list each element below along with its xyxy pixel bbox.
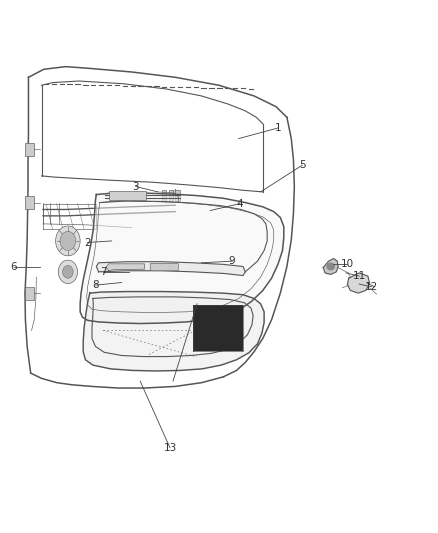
Text: 6: 6: [11, 262, 18, 271]
FancyBboxPatch shape: [150, 263, 178, 271]
Text: 7: 7: [99, 267, 106, 277]
Text: 9: 9: [229, 256, 236, 266]
FancyBboxPatch shape: [109, 191, 146, 200]
Text: 12: 12: [365, 282, 378, 292]
Circle shape: [60, 231, 76, 251]
Text: 10: 10: [340, 259, 353, 269]
Text: 11: 11: [353, 271, 366, 281]
Text: 2: 2: [84, 238, 91, 247]
Ellipse shape: [326, 263, 335, 271]
FancyBboxPatch shape: [169, 190, 173, 201]
FancyBboxPatch shape: [25, 287, 34, 300]
FancyBboxPatch shape: [175, 190, 180, 201]
Text: 13: 13: [163, 443, 177, 453]
Polygon shape: [83, 292, 264, 371]
Polygon shape: [347, 273, 370, 293]
FancyBboxPatch shape: [162, 190, 166, 201]
Polygon shape: [193, 305, 243, 351]
Polygon shape: [80, 193, 284, 324]
Circle shape: [58, 260, 78, 284]
Polygon shape: [96, 262, 245, 276]
Text: 5: 5: [299, 160, 306, 170]
Text: 3: 3: [132, 182, 139, 191]
FancyBboxPatch shape: [25, 143, 34, 156]
Circle shape: [63, 265, 73, 278]
Text: 1: 1: [275, 123, 282, 133]
Text: 8: 8: [92, 280, 99, 290]
Polygon shape: [106, 264, 145, 271]
FancyBboxPatch shape: [25, 196, 34, 209]
Circle shape: [56, 226, 80, 256]
Polygon shape: [323, 259, 338, 274]
Text: 4: 4: [237, 199, 244, 208]
